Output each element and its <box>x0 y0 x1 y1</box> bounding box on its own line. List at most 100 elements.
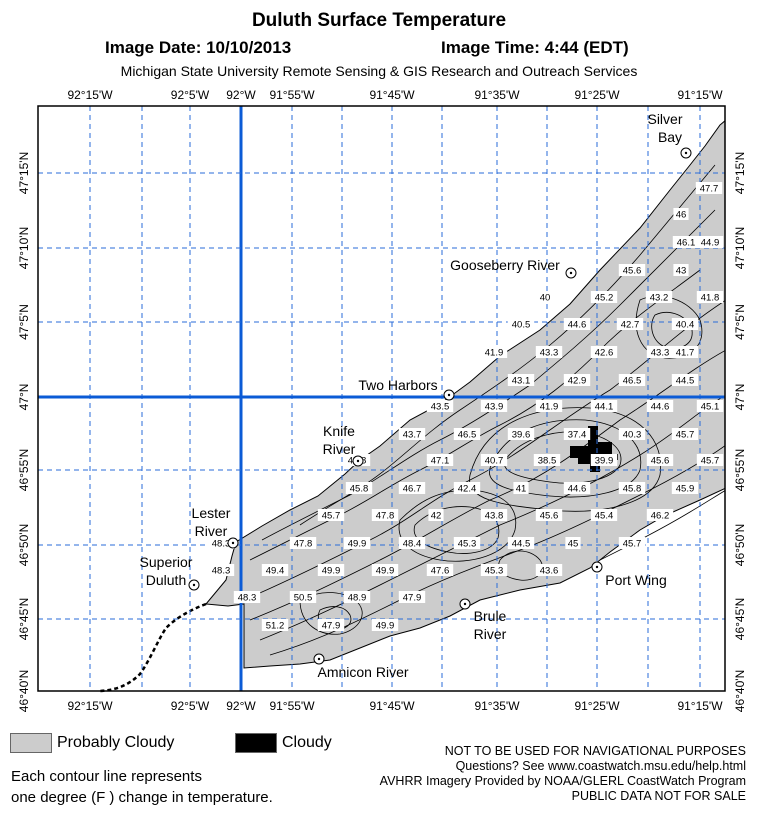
svg-text:46.5: 46.5 <box>623 376 642 387</box>
temperature-label: 46.1 <box>673 236 699 249</box>
svg-text:43.6: 43.6 <box>540 566 559 577</box>
longitude-labels-bottom: 92°15'W 92°5'W 92°W 91°55'W 91°45'W 91°35'W 91… <box>67 699 723 713</box>
temperature-label: 44.9 <box>697 236 723 249</box>
temperature-label: 45.8 <box>346 482 372 495</box>
temperature-label: 46.5 <box>619 374 645 387</box>
temperature-label: 47.8 <box>290 537 316 550</box>
temperature-label: 40.4 <box>672 318 698 331</box>
latitude-label: 46°45'N <box>733 598 747 640</box>
svg-text:45: 45 <box>568 539 579 550</box>
place-silver-bay: Silver Bay <box>647 111 691 158</box>
place-brule-river: Brule River <box>460 599 507 642</box>
place-label: Knife <box>323 423 355 439</box>
temperature-label: 44.1 <box>591 400 617 413</box>
temperature-label: 42 <box>428 509 443 522</box>
temperature-label: 45.6 <box>536 509 562 522</box>
temperature-label: 43.1 <box>508 374 534 387</box>
svg-text:38.5: 38.5 <box>538 456 557 467</box>
place-label: Silver <box>647 111 682 127</box>
svg-text:49.4: 49.4 <box>266 566 285 577</box>
longitude-label: 92°15'W <box>67 699 113 713</box>
svg-text:49.9: 49.9 <box>376 566 395 577</box>
svg-text:47.9: 47.9 <box>322 621 341 632</box>
help-url-text: Questions? See www.coastwatch.msu.edu/he… <box>456 759 746 774</box>
temperature-label: 43.8 <box>481 509 507 522</box>
latitude-label: 47°15'N <box>17 152 31 194</box>
svg-text:42: 42 <box>431 511 442 522</box>
longitude-label: 92°W <box>226 699 256 713</box>
temperature-label: 45.7 <box>697 454 723 467</box>
temperature-label: 45.9 <box>672 482 698 495</box>
temperature-label: 43.5 <box>427 400 453 413</box>
temperature-label: 41.9 <box>536 400 562 413</box>
longitude-label: 92°15'W <box>67 88 113 102</box>
temperature-label: 46.2 <box>647 509 673 522</box>
svg-text:48.4: 48.4 <box>403 539 422 550</box>
svg-text:37.4: 37.4 <box>568 430 587 441</box>
probably-cloudy-label: Probably Cloudy <box>57 734 174 752</box>
svg-text:39.6: 39.6 <box>512 430 531 441</box>
temperature-label: 42.9 <box>564 374 590 387</box>
svg-text:47.9: 47.9 <box>403 593 422 604</box>
place-label: Bay <box>658 129 682 145</box>
svg-text:47.1: 47.1 <box>431 456 450 467</box>
place-port-wing: Port Wing <box>592 562 667 588</box>
place-label: River <box>195 523 228 539</box>
temperature-label: 47.9 <box>399 591 425 604</box>
place-label: Port Wing <box>605 572 666 588</box>
navigation-disclaimer: NOT TO BE USED FOR NAVIGATIONAL PURPOSES <box>445 744 746 759</box>
svg-text:46.2: 46.2 <box>651 511 670 522</box>
temperature-label: 45 <box>565 537 580 550</box>
temperature-label: 47.7 <box>696 182 722 195</box>
svg-text:48.3: 48.3 <box>238 593 257 604</box>
place-label: Amnicon River <box>317 664 408 680</box>
temperature-label: 43.6 <box>536 564 562 577</box>
place-label: River <box>474 626 507 642</box>
place-gooseberry-river: Gooseberry River <box>450 257 576 278</box>
temperature-label: 45.3 <box>454 537 480 550</box>
latitude-label: 47°10'N <box>17 227 31 269</box>
latitude-label: 47°5'N <box>733 304 747 340</box>
svg-text:45.7: 45.7 <box>623 539 642 550</box>
temperature-label: 49.9 <box>372 564 398 577</box>
svg-text:45.7: 45.7 <box>701 456 720 467</box>
svg-text:43: 43 <box>676 266 687 277</box>
temperature-label: 47.6 <box>427 564 453 577</box>
place-label: Lester <box>192 505 231 521</box>
svg-text:42.6: 42.6 <box>595 348 614 359</box>
svg-text:43.3: 43.3 <box>651 348 670 359</box>
svg-text:43.5: 43.5 <box>431 402 450 413</box>
temperature-label: 45.7 <box>619 537 645 550</box>
svg-text:44.6: 44.6 <box>568 320 587 331</box>
svg-text:44.6: 44.6 <box>651 402 670 413</box>
svg-text:46.1: 46.1 <box>677 238 696 249</box>
temperature-label: 46.7 <box>399 482 425 495</box>
svg-text:47.8: 47.8 <box>294 539 313 550</box>
svg-text:42.9: 42.9 <box>568 376 587 387</box>
svg-text:45.1: 45.1 <box>701 402 720 413</box>
svg-text:49.9: 49.9 <box>348 539 367 550</box>
temperature-label: 44.5 <box>508 537 534 550</box>
svg-text:49.9: 49.9 <box>376 621 395 632</box>
svg-text:41.9: 41.9 <box>540 402 559 413</box>
svg-text:40.3: 40.3 <box>623 430 642 441</box>
longitude-label: 91°45'W <box>369 88 415 102</box>
temperature-label: 41 <box>513 482 528 495</box>
svg-text:44.5: 44.5 <box>676 376 695 387</box>
longitude-label: 91°35'W <box>474 699 520 713</box>
temperature-label: 47.1 <box>427 454 453 467</box>
temperature-label: 45.6 <box>619 264 645 277</box>
temperature-label: 43.3 <box>647 346 673 359</box>
svg-text:48.9: 48.9 <box>348 593 367 604</box>
svg-text:46.7: 46.7 <box>403 484 422 495</box>
svg-text:40.5: 40.5 <box>512 320 531 331</box>
public-data-notice: PUBLIC DATA NOT FOR SALE <box>572 789 746 804</box>
latitude-label: 47°N <box>17 384 31 411</box>
svg-text:45.8: 45.8 <box>350 484 369 495</box>
contour-note-line2: one degree (F ) change in temperature. <box>11 787 273 808</box>
svg-text:43.9: 43.9 <box>485 402 504 413</box>
latitude-label: 47°10'N <box>733 227 747 269</box>
temperature-label: 44.6 <box>647 400 673 413</box>
temperature-label: 41.8 <box>697 291 723 304</box>
temperature-label: 45.7 <box>318 509 344 522</box>
